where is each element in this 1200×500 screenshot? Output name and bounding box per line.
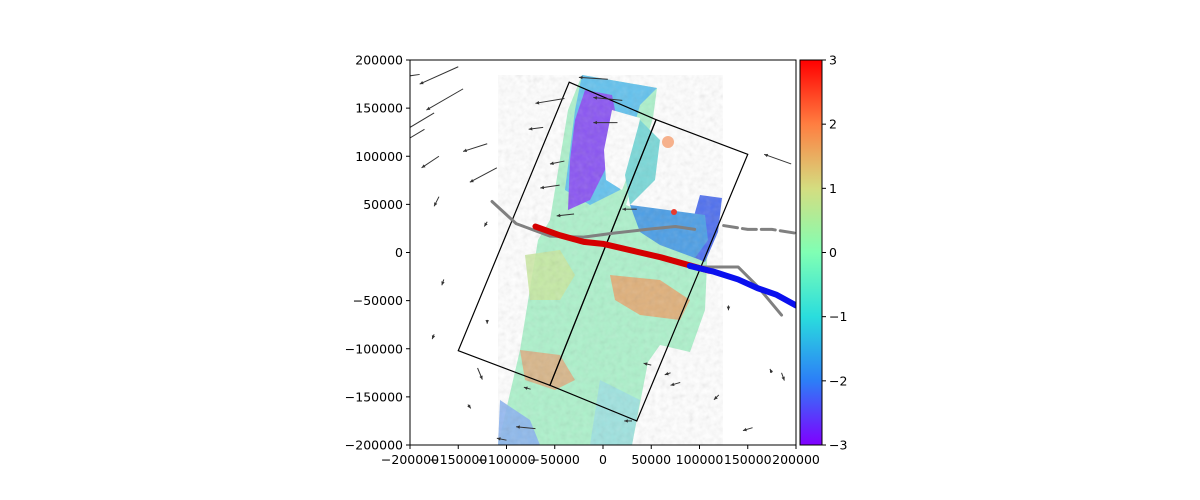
velocity-vectors [410, 66, 792, 441]
velocity-vector [528, 126, 544, 131]
velocity-vector [593, 96, 623, 101]
y-tick-label: 100000 [355, 149, 403, 164]
fault-trace-blue [686, 262, 796, 309]
velocity-vector [622, 207, 637, 211]
velocity-vector [477, 367, 483, 380]
velocity-vector [426, 88, 464, 111]
x-tick-label: −150000 [429, 452, 487, 467]
velocity-vector [516, 425, 536, 430]
velocity-vector [643, 362, 652, 366]
velocity-vector [726, 305, 731, 311]
x-tick-label: 200000 [772, 452, 820, 467]
x-tick-label: −50000 [530, 452, 580, 467]
x-tick-label: −100000 [477, 452, 535, 467]
colorbar-tick-label: 3 [829, 53, 837, 68]
velocity-vector [485, 319, 489, 324]
velocity-vector [763, 153, 792, 165]
y-tick-label: −150000 [345, 389, 403, 404]
velocity-vector [535, 98, 565, 105]
colorbar-tick-label: −3 [829, 438, 847, 453]
y-axis: 200000 150000 100000 50000 0 −50000 −100000 −15… [345, 53, 410, 453]
x-tick-label: −200000 [381, 452, 439, 467]
velocity-vector [523, 386, 531, 390]
velocity-vector [431, 334, 436, 340]
colorbar-tick-label: 2 [829, 117, 837, 132]
velocity-vector [781, 372, 785, 381]
y-tick-label: −50000 [353, 293, 403, 308]
velocity-vector [670, 381, 681, 386]
y-tick-label: 0 [395, 245, 403, 260]
colorbar-tick-label: −1 [829, 309, 847, 324]
velocity-vector [556, 213, 575, 218]
colorbar-tick-label: −2 [829, 373, 847, 388]
y-tick-label: −200000 [345, 438, 403, 453]
y-tick-label: 200000 [355, 53, 403, 68]
y-tick-label: 50000 [363, 197, 403, 212]
fault-trace-red [532, 223, 713, 274]
y-tick-label: 150000 [355, 101, 403, 116]
colorbar-tick-label: 0 [829, 245, 837, 260]
velocity-vector [462, 143, 488, 152]
velocity-vector [419, 66, 459, 85]
colorbar-axis: 3 2 1 0 −1 −2 −3 [822, 53, 847, 453]
velocity-vector [664, 371, 671, 376]
velocity-vector [593, 120, 618, 125]
velocity-vector [410, 112, 435, 128]
swath-frames [457, 81, 749, 422]
fault-trace-gray-branch [698, 265, 784, 317]
colorbar [799, 59, 823, 446]
x-tick-label: 0 [599, 452, 607, 467]
x-tick-label: 100000 [676, 452, 724, 467]
x-axis: −200000−150000−100000−50000 0 50000 100000 1… [381, 445, 820, 467]
x-tick-label: 50000 [631, 452, 671, 467]
fault-trace-gray-east [722, 224, 796, 235]
fault-traces [490, 199, 796, 317]
velocity-vector [742, 427, 753, 432]
velocity-vector [578, 75, 608, 80]
velocity-vector [410, 128, 425, 139]
velocity-vector [713, 394, 720, 401]
y-tick-label: −100000 [345, 341, 403, 356]
velocity-vector [483, 221, 488, 227]
velocity-vector [540, 184, 560, 190]
velocity-vector [624, 419, 632, 423]
velocity-vector [421, 155, 440, 169]
velocity-vector [441, 279, 445, 286]
fault-trace-gray-main [490, 199, 697, 239]
velocity-vector [467, 404, 472, 409]
velocity-vector [549, 160, 565, 165]
swath-frame-2 [549, 118, 749, 422]
velocity-vector [496, 437, 507, 441]
velocity-vector [410, 73, 420, 77]
colorbar-tick-label: 1 [829, 181, 837, 196]
x-tick-label: 150000 [724, 452, 772, 467]
velocity-vector [433, 196, 440, 207]
velocity-vector [469, 167, 498, 183]
deformation-heatmap [498, 75, 723, 445]
velocity-vector [769, 368, 774, 374]
plot-area [410, 66, 796, 445]
